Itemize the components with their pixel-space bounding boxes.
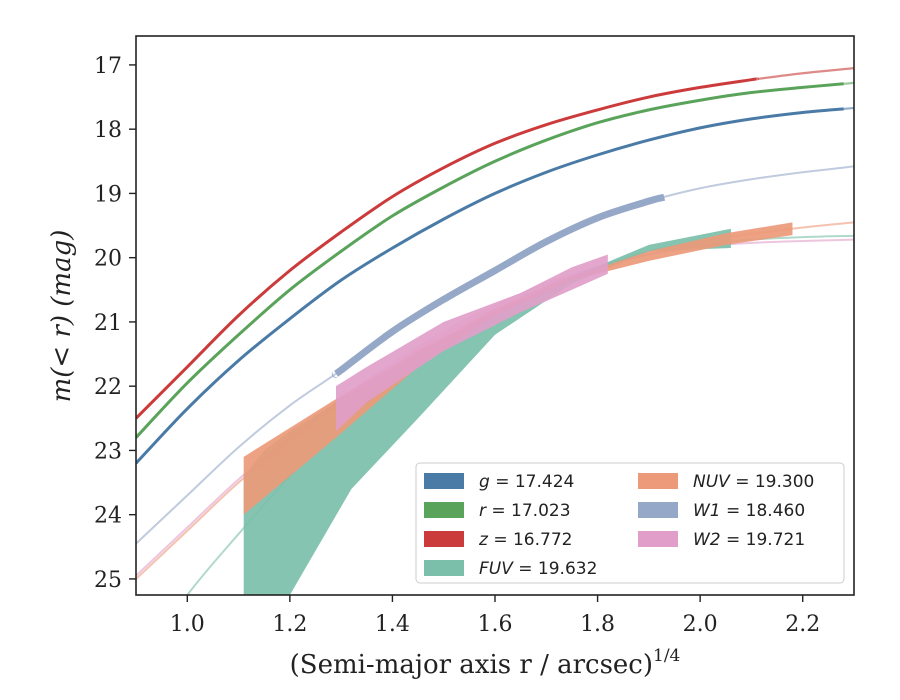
legend-swatch-w2	[638, 531, 678, 547]
legend-entry-fuv: FUV = 19.632	[479, 559, 597, 579]
series-model-r	[843, 81, 854, 85]
series-model-fuv	[186, 234, 854, 595]
x-tick-label: 1.8	[580, 612, 615, 637]
legend-band-name: NUV	[693, 472, 731, 492]
y-tick-label: 20	[94, 247, 122, 272]
x-axis-label-main: (Semi-major axis r / arcsec)	[290, 650, 653, 680]
legend-band-name: r	[479, 501, 487, 521]
x-tick-label: 1.2	[272, 612, 307, 637]
legend-swatch-w1	[638, 502, 678, 518]
legend-band-value: = 17.424	[490, 472, 575, 492]
legend-band-name: z	[478, 530, 489, 550]
y-tick-label: 23	[94, 439, 122, 464]
x-tick-label: 1.6	[478, 612, 513, 637]
x-axis-label: (Semi-major axis r / arcsec)1/4	[290, 646, 681, 680]
legend-swatch-nuv	[638, 473, 678, 489]
y-tick-label: 25	[94, 568, 122, 593]
x-axis: 1.0 1.2 1.4 1.6 1.8 2.0 2.2	[170, 595, 820, 637]
legend-swatch-g	[424, 473, 464, 489]
legend-entry-r: r = 17.023	[479, 501, 571, 521]
y-axis: 17 18 19 20 21 22 23 24 25	[94, 54, 136, 593]
y-tick-label: 19	[94, 182, 122, 207]
x-tick-label: 1.4	[375, 612, 410, 637]
legend-swatch-r	[424, 502, 464, 518]
x-tick-label: 1.0	[170, 612, 205, 637]
x-tick-label: 2.2	[785, 612, 820, 637]
series-line-z	[136, 77, 759, 420]
legend-band-value: = 19.632	[513, 559, 598, 579]
legend-swatch-z	[424, 531, 464, 547]
x-axis-label-exponent: 1/4	[653, 646, 680, 666]
y-tick-label: 21	[94, 311, 122, 336]
series-model-z	[756, 67, 854, 81]
legend-band-name: W1	[693, 501, 721, 521]
y-tick-label: 17	[94, 54, 122, 79]
legend-band-value: = 16.772	[488, 530, 573, 550]
legend-entry-w2: W2 = 19.721	[693, 530, 805, 550]
legend-band-value: = 19.300	[730, 472, 815, 492]
series-line-g	[136, 107, 844, 465]
series-band-w2	[336, 254, 608, 432]
y-tick-label: 22	[94, 375, 122, 400]
legend-band-value: = 18.460	[721, 501, 806, 521]
legend-band-value: = 19.721	[721, 530, 806, 550]
legend-entry-z: z = 16.772	[478, 530, 572, 550]
legend-entry-g: g = 17.424	[479, 472, 574, 492]
legend-band-name: g	[479, 472, 490, 492]
y-tick-label: 18	[94, 118, 122, 143]
legend-swatch-fuv	[424, 560, 464, 576]
series-model-g	[843, 106, 854, 110]
legend-band-name: FUV	[479, 559, 514, 579]
legend-band-name: W2	[693, 530, 721, 550]
legend-entry-nuv: NUV = 19.300	[693, 472, 814, 492]
y-tick-label: 24	[94, 504, 122, 529]
legend-frame	[415, 462, 845, 584]
x-tick-label: 2.0	[683, 612, 718, 637]
series-line-r	[136, 82, 844, 439]
series-line-w1	[331, 193, 666, 378]
legend-band-value: = 17.023	[486, 501, 571, 521]
y-axis-label: m(< r) (mag)	[47, 230, 77, 403]
plot-area	[136, 67, 854, 595]
legend-entry-w1: W1 = 18.460	[693, 501, 805, 521]
